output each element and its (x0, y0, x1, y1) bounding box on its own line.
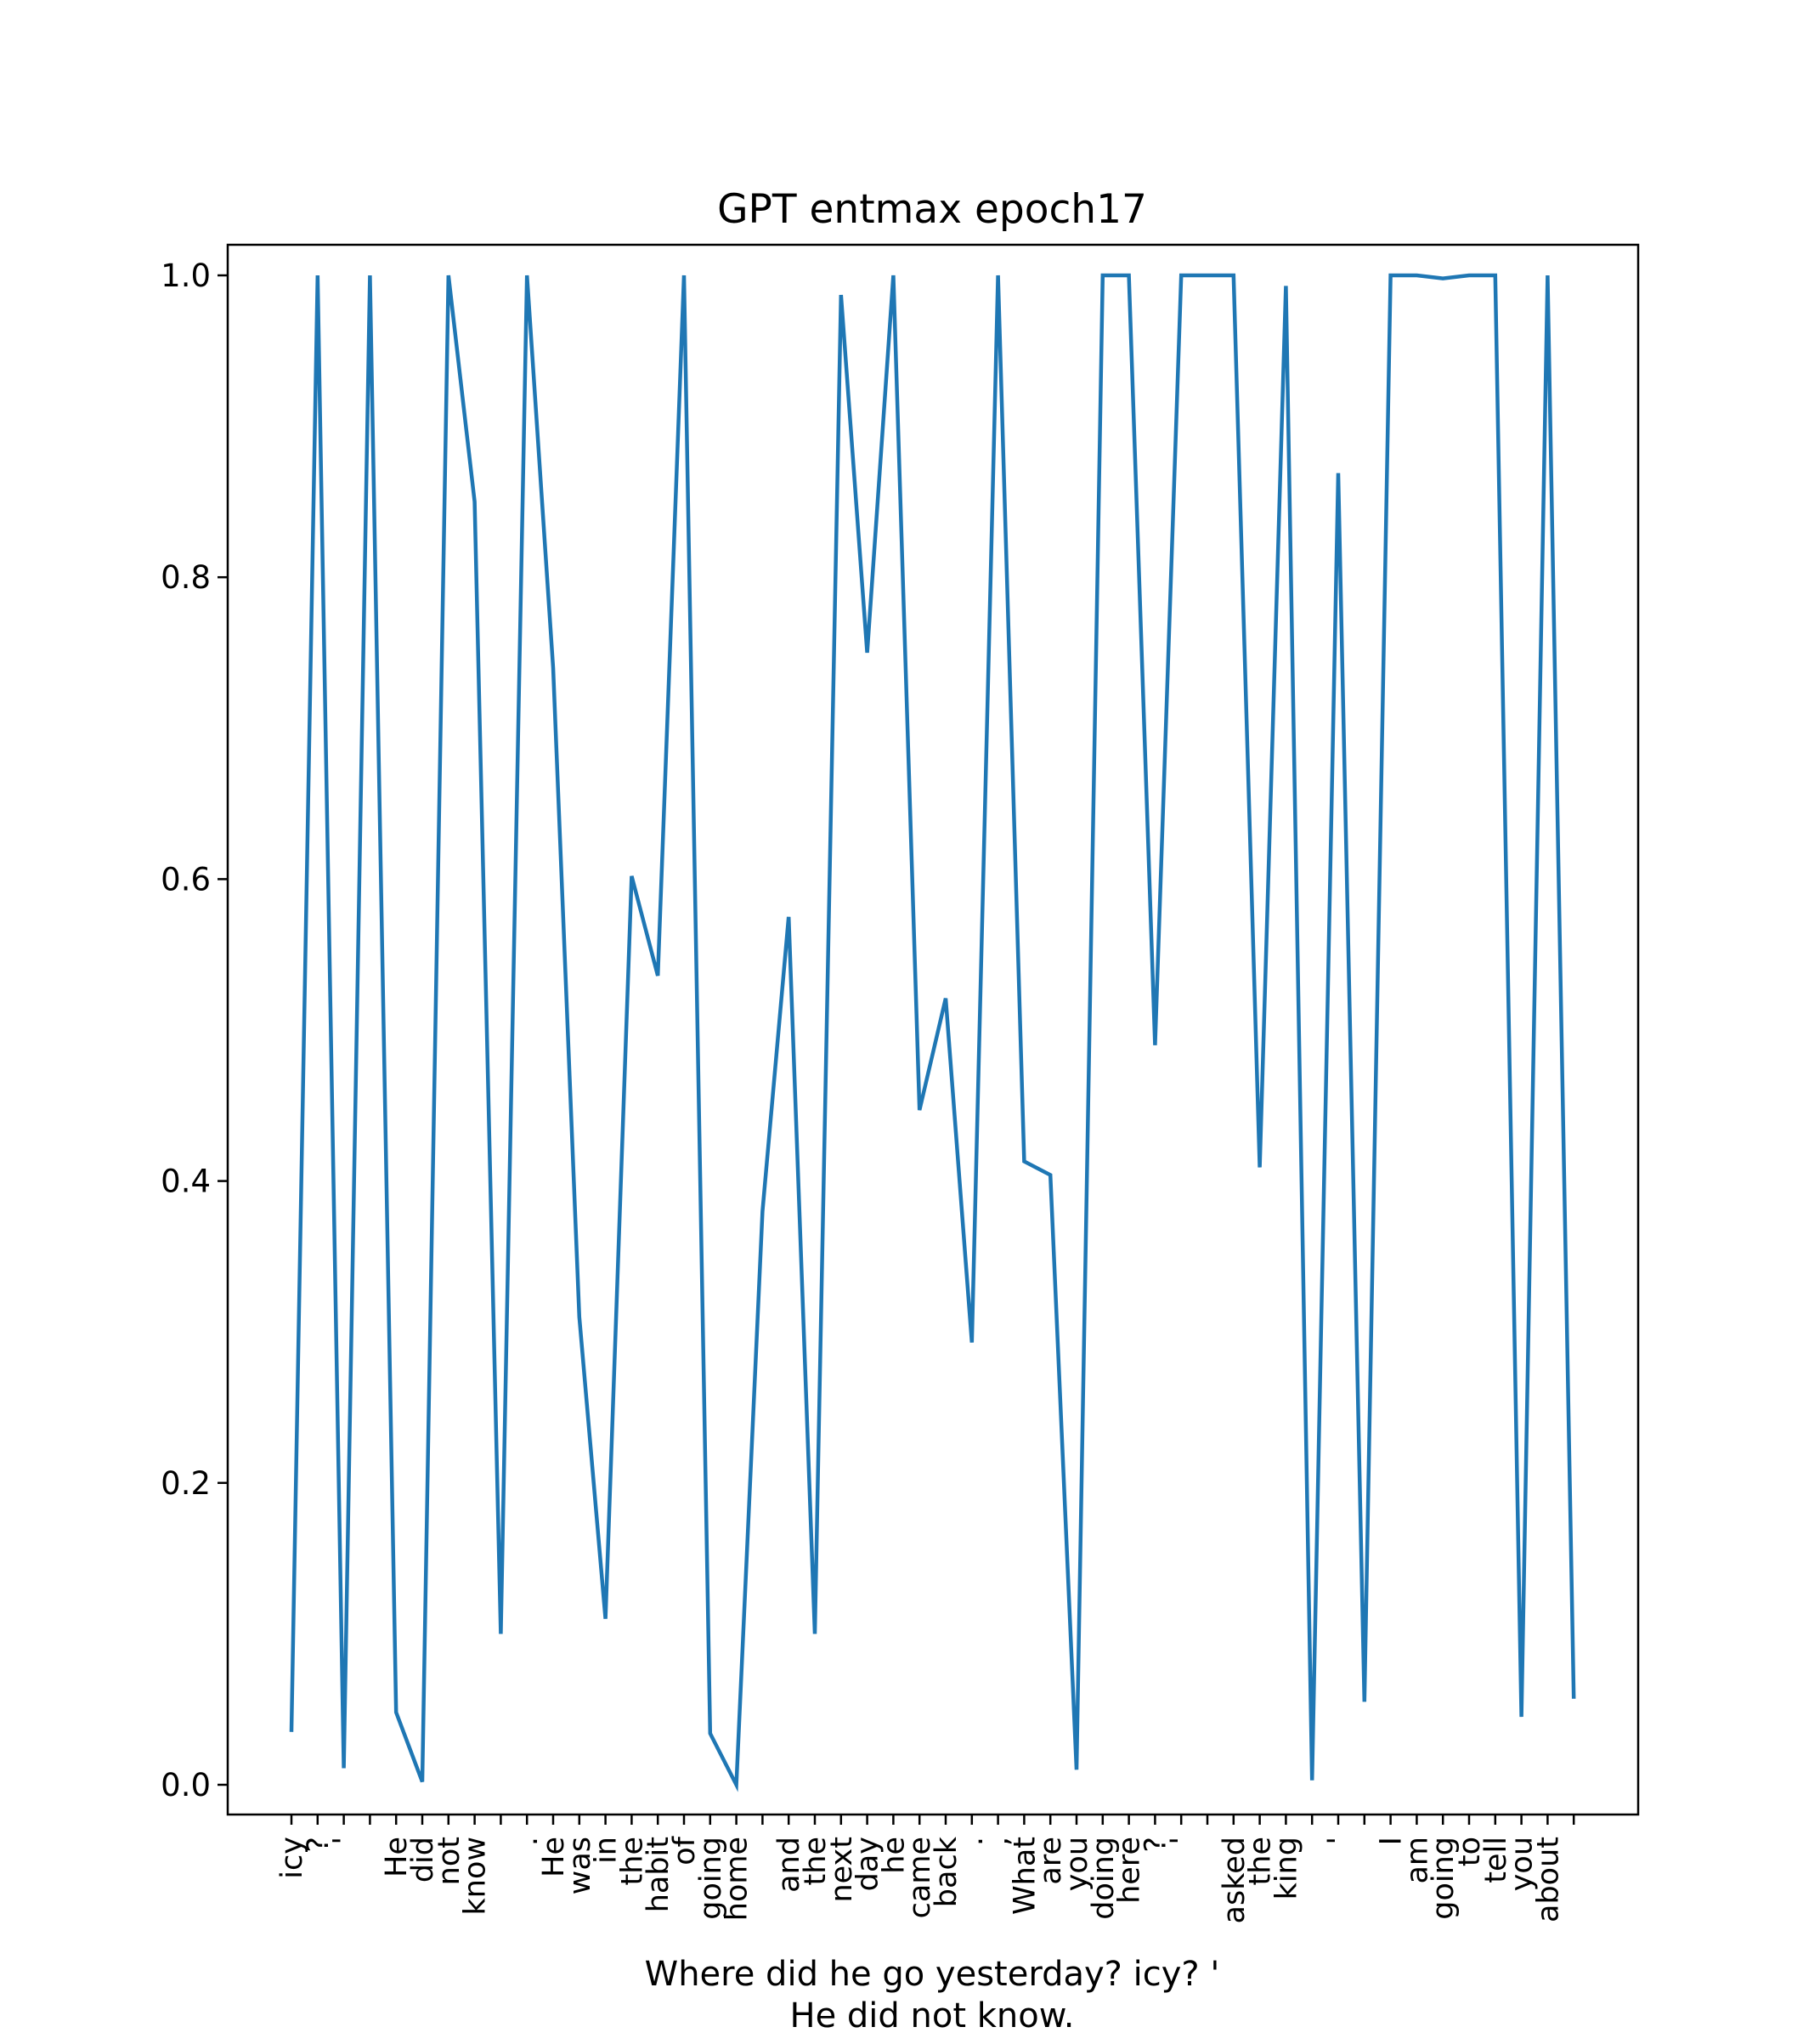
x-tick-label: king (1269, 1837, 1303, 1900)
chart-title: GPT entmax epoch17 (717, 186, 1147, 233)
y-tick-label: 0.8 (161, 559, 211, 596)
x-tick-label: ' (1165, 1837, 1199, 1845)
x-tick-label: home (721, 1837, 755, 1921)
x-tick-label: know (459, 1837, 493, 1916)
y-tick-label: 0.4 (161, 1164, 211, 1200)
x-tick-label: ' (1322, 1837, 1356, 1845)
y-tick-label: 0.6 (161, 861, 211, 897)
y-tick-label: 0.2 (161, 1465, 211, 1502)
caption-line-2: He did not know. (790, 1996, 1075, 2036)
x-tick-label: about (1531, 1837, 1565, 1922)
caption-line-1: Where did he go yesterday? icy? ' (645, 1955, 1220, 1994)
y-tick-label: 0.0 (161, 1767, 211, 1803)
y-tick-label: 1.0 (161, 258, 211, 294)
x-tick-label: ' (328, 1837, 362, 1845)
